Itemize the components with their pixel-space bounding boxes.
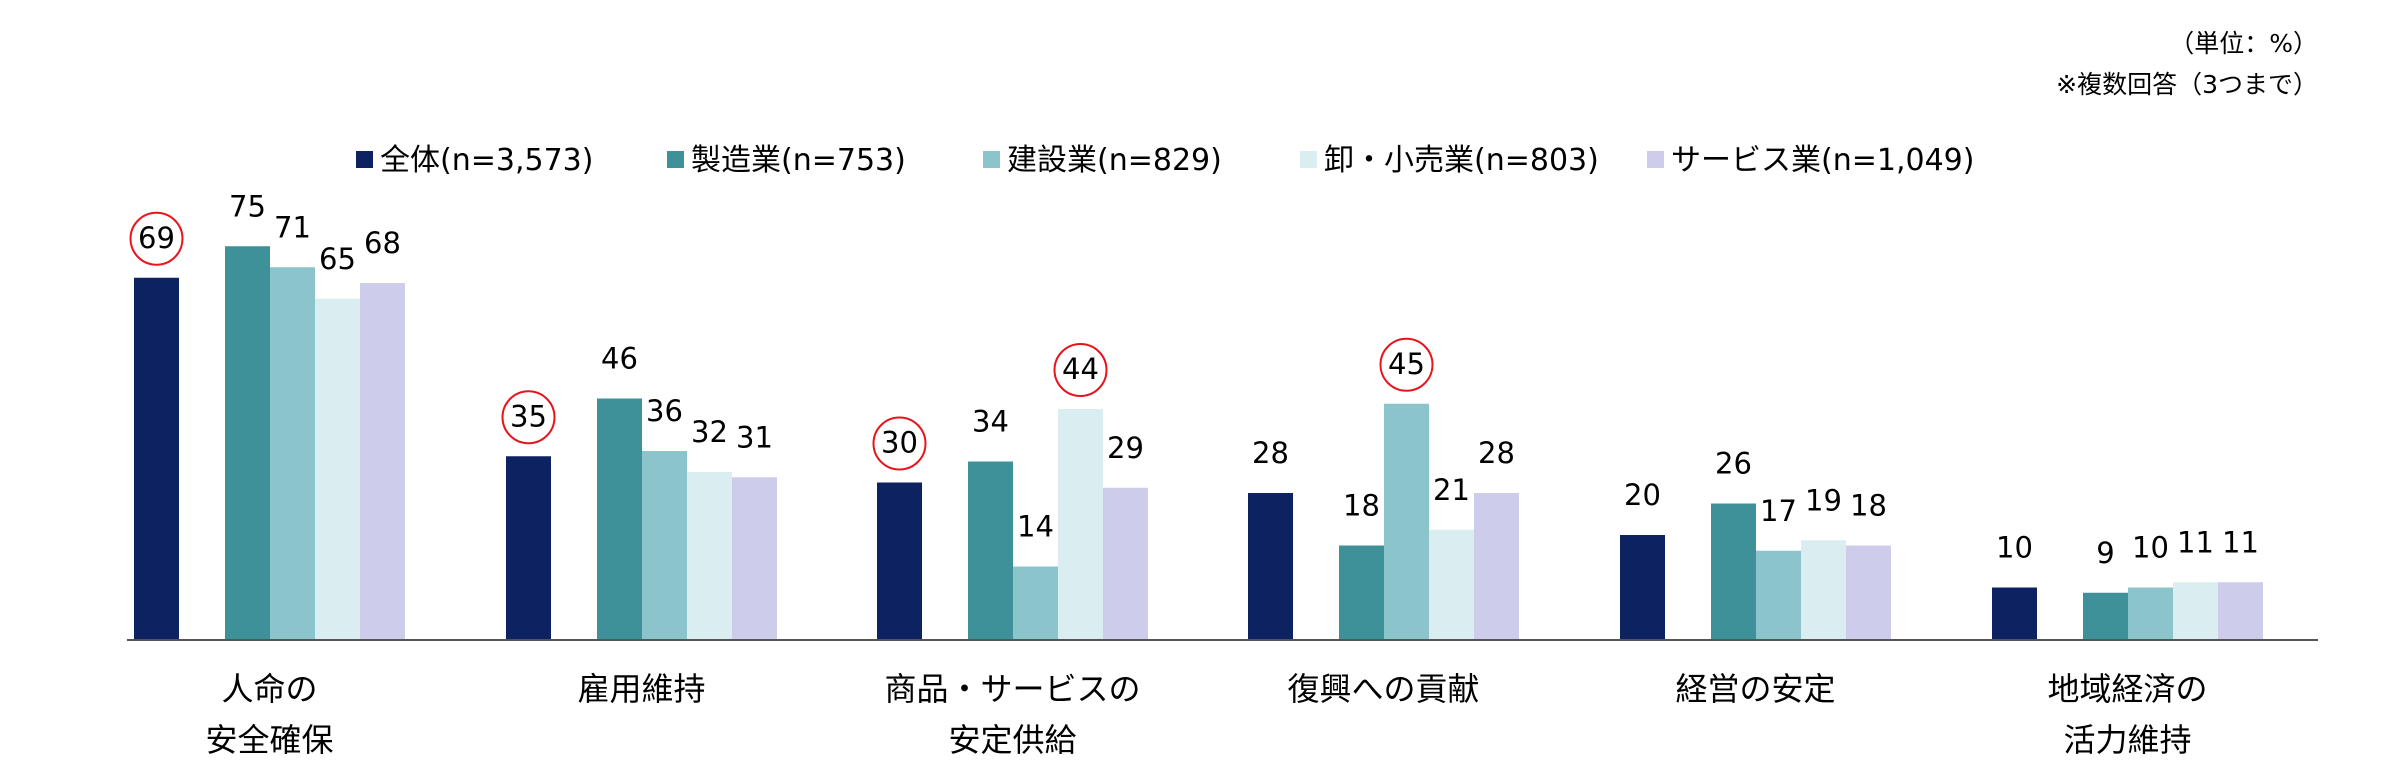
bar-series-3-cat-0 bbox=[315, 298, 360, 640]
category-label-2: 商品・サービスの安定供給 bbox=[884, 670, 1140, 759]
value-label-series-2-cat-1: 36 bbox=[646, 394, 683, 428]
value-label-series-1-cat-5: 9 bbox=[2096, 536, 2114, 570]
value-label-series-2-cat-3: 45 bbox=[1388, 347, 1425, 381]
legend-label-1: 製造業(n=753) bbox=[691, 143, 906, 178]
highlight-circle-series-0-cat-0 bbox=[129, 211, 184, 266]
bar-series-0-cat-5 bbox=[1992, 587, 2037, 640]
legend-label-2: 建設業(n=829) bbox=[1007, 143, 1222, 178]
value-label-series-2-cat-5: 10 bbox=[2132, 531, 2169, 565]
value-label-series-0-cat-2: 30 bbox=[881, 426, 918, 460]
legend-swatch-2 bbox=[983, 151, 1000, 168]
value-labels: 69 35 30 28 20 10 75 46 34 18 26 9 71 36 14 45 17 10 65 32 4… bbox=[129, 189, 2259, 570]
bar-series-0-cat-0 bbox=[134, 277, 179, 640]
value-label-series-0-cat-0: 69 bbox=[138, 221, 175, 255]
value-label-series-3-cat-2: 44 bbox=[1062, 352, 1099, 386]
highlight-circle-series-2-cat-3 bbox=[1379, 337, 1434, 392]
value-label-series-1-cat-2: 34 bbox=[972, 405, 1009, 439]
value-label-series-3-cat-1: 32 bbox=[691, 415, 728, 449]
category-label-0: 人命の安全確保 bbox=[205, 670, 333, 759]
legend-swatch-3 bbox=[1300, 151, 1317, 168]
value-label-series-1-cat-4: 26 bbox=[1715, 447, 1752, 481]
category-label-1: 雇用維持 bbox=[577, 670, 705, 708]
legend: 全体(n=3,573) 製造業(n=753) 建設業(n=829) 卸・小売業(n=8… bbox=[356, 143, 1974, 178]
value-label-series-3-cat-5: 11 bbox=[2177, 525, 2214, 559]
value-label-series-0-cat-3: 28 bbox=[1252, 436, 1289, 470]
category-label-5: 地域経済の活力維持 bbox=[2047, 670, 2207, 759]
bar-series-4-cat-5 bbox=[2218, 582, 2263, 640]
legend-swatch-4 bbox=[1647, 151, 1664, 168]
highlight-circle-series-3-cat-2 bbox=[1053, 343, 1108, 397]
legend-swatch-1 bbox=[667, 151, 684, 168]
legend-label-4: サービス業(n=1,049) bbox=[1671, 143, 1974, 178]
legend-swatch-0 bbox=[356, 151, 373, 168]
value-label-series-4-cat-4: 18 bbox=[1850, 489, 1887, 523]
bar-series-0-cat-4 bbox=[1620, 535, 1665, 640]
bar-series-3-cat-4 bbox=[1801, 540, 1846, 640]
bar-series-2-cat-4 bbox=[1756, 550, 1801, 640]
highlight-circle-series-0-cat-1 bbox=[501, 390, 556, 445]
bar-series-3-cat-5 bbox=[2173, 582, 2218, 640]
bar-series-1-cat-4 bbox=[1711, 503, 1756, 640]
value-label-series-3-cat-0: 65 bbox=[319, 242, 356, 276]
bar-series-3-cat-1 bbox=[687, 472, 732, 640]
bar-series-1-cat-1 bbox=[597, 398, 642, 640]
bar-series-0-cat-2 bbox=[877, 482, 922, 640]
bar-series-2-cat-0 bbox=[270, 267, 315, 640]
bar-series-2-cat-2 bbox=[1013, 566, 1058, 640]
value-label-series-4-cat-2: 29 bbox=[1107, 431, 1144, 465]
category-label-3: 復興への貢献 bbox=[1287, 670, 1479, 708]
value-label-series-0-cat-5: 10 bbox=[1996, 531, 2033, 565]
highlight-circle-series-0-cat-2 bbox=[872, 416, 927, 471]
value-label-series-2-cat-4: 17 bbox=[1760, 494, 1797, 528]
value-label-series-0-cat-1: 35 bbox=[510, 399, 547, 433]
category-labels: 人命の安全確保 雇用維持 商品・サービスの安定供給 復興への貢献 経営の安定 地域経済の活… bbox=[205, 670, 2207, 759]
bar-series-2-cat-1 bbox=[642, 451, 687, 640]
value-label-series-2-cat-2: 14 bbox=[1017, 510, 1054, 544]
bar-series-0-cat-3 bbox=[1248, 493, 1293, 640]
value-label-series-3-cat-3: 21 bbox=[1433, 473, 1470, 507]
bar-series-2-cat-3 bbox=[1384, 403, 1429, 640]
bar-series-1-cat-3 bbox=[1339, 545, 1384, 640]
bar-series-4-cat-3 bbox=[1474, 493, 1519, 640]
value-label-series-4-cat-0: 68 bbox=[364, 226, 401, 260]
category-label-4: 経営の安定 bbox=[1675, 670, 1835, 708]
bar-series-1-cat-5 bbox=[2083, 592, 2128, 640]
bar-series-3-cat-2 bbox=[1058, 409, 1103, 640]
bar-series-4-cat-1 bbox=[732, 477, 777, 640]
value-label-series-4-cat-1: 31 bbox=[736, 420, 773, 454]
bar-series-1-cat-2 bbox=[968, 461, 1013, 640]
bar-series-2-cat-5 bbox=[2128, 587, 2173, 640]
bar-series-1-cat-0 bbox=[225, 246, 270, 640]
bar-series-3-cat-3 bbox=[1429, 529, 1474, 640]
value-label-series-1-cat-0: 75 bbox=[229, 189, 266, 223]
value-label-series-3-cat-4: 19 bbox=[1805, 483, 1842, 517]
bar-series-4-cat-4 bbox=[1846, 545, 1891, 640]
value-label-series-0-cat-4: 20 bbox=[1624, 478, 1661, 512]
bar-series-4-cat-2 bbox=[1103, 487, 1148, 640]
bars bbox=[134, 246, 2263, 640]
value-label-series-4-cat-3: 28 bbox=[1478, 436, 1515, 470]
multi-answer-note: ※複数回答（3つまで） bbox=[2056, 70, 2318, 99]
legend-label-0: 全体(n=3,573) bbox=[380, 143, 593, 178]
bar-series-0-cat-1 bbox=[506, 456, 551, 640]
value-label-series-1-cat-1: 46 bbox=[601, 342, 638, 376]
unit-note: （単位：%） bbox=[2169, 29, 2318, 58]
legend-label-3: 卸・小売業(n=803) bbox=[1324, 143, 1599, 178]
value-label-series-2-cat-0: 71 bbox=[274, 210, 311, 244]
value-label-series-4-cat-5: 11 bbox=[2222, 525, 2259, 559]
bar-series-4-cat-0 bbox=[360, 283, 405, 640]
value-label-series-1-cat-3: 18 bbox=[1343, 489, 1380, 523]
